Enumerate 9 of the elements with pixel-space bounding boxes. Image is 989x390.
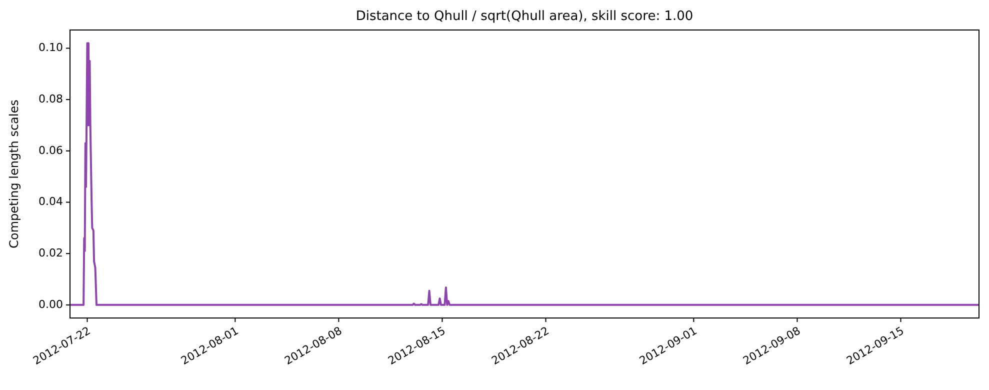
y-tick-label: 0.02: [38, 246, 63, 260]
y-tick-label: 0.06: [38, 144, 63, 157]
y-tick-label: 0.00: [38, 298, 63, 311]
y-tick-label: 0.10: [38, 41, 63, 54]
y-axis-title: Competing length scales: [7, 100, 21, 248]
y-tick-label: 0.04: [38, 195, 63, 208]
line-series: [69, 42, 980, 306]
chart-title: Distance to Qhull / sqrt(Qhull area), skill score: 1.00: [356, 9, 694, 24]
y-tick-label: 0.08: [38, 92, 63, 106]
